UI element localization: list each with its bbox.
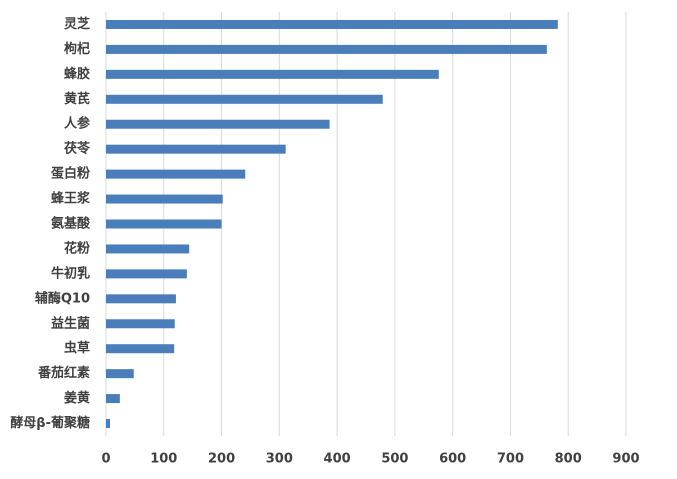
y-tick-label: 氨基酸 [50, 216, 91, 232]
y-tick-label: 花粉 [64, 240, 90, 256]
bar [106, 19, 558, 29]
bar [106, 219, 222, 229]
y-tick-label: 枸杞 [64, 41, 90, 57]
bar [106, 69, 439, 79]
y-tick-label: 姜黄 [64, 390, 90, 406]
y-tick-label: 番茄红素 [37, 365, 90, 381]
y-tick-label: 蜂王浆 [51, 191, 91, 207]
x-tick-label: 800 [555, 452, 582, 467]
bar [106, 269, 187, 279]
bar [106, 119, 330, 129]
x-tick-label: 600 [439, 452, 466, 467]
x-tick-label: 0 [101, 452, 110, 467]
y-tick-label: 蜂胶 [64, 66, 90, 82]
y-tick-label: 人参 [64, 116, 91, 132]
bar [106, 169, 246, 179]
x-tick-label: 100 [150, 452, 177, 467]
y-tick-label: 茯苓 [64, 141, 91, 157]
bar [106, 294, 176, 304]
bar [106, 369, 134, 379]
y-tick-label: 灵芝 [64, 16, 90, 32]
y-tick-label: 牛初乳 [51, 265, 90, 281]
x-tick-label: 700 [497, 452, 524, 467]
x-tick-label: 400 [324, 452, 351, 467]
y-tick-label: 黄芪 [64, 91, 90, 107]
bar [106, 94, 383, 104]
bar [106, 244, 190, 254]
y-tick-label: 益生菌 [51, 315, 90, 331]
bar [106, 394, 120, 404]
y-tick-label: 酵母β-葡聚糖 [10, 415, 90, 431]
x-tick-label: 500 [381, 452, 408, 467]
bar [106, 44, 547, 54]
bar [106, 194, 223, 204]
x-tick-label: 200 [208, 452, 235, 467]
y-tick-label: 虫草 [64, 340, 90, 356]
bar [106, 419, 111, 429]
x-tick-label: 900 [612, 452, 639, 467]
bar [106, 144, 286, 154]
bar [106, 344, 175, 354]
x-tick-label: 300 [266, 452, 293, 467]
y-tick-label: 辅酶Q10 [35, 290, 90, 306]
bar [106, 319, 175, 329]
y-tick-label: 蛋白粉 [51, 166, 90, 182]
